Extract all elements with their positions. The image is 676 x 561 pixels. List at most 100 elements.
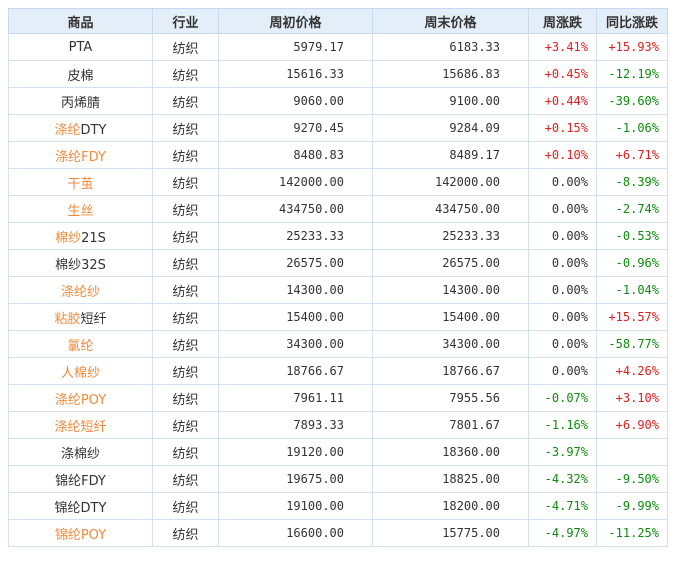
yoy-change-cell: -0.53% [596,222,668,250]
weekly-change-cell: +0.45% [528,60,597,88]
commodity-link[interactable]: 人棉纱 [60,365,100,381]
table-row: 涤纶纱 纺织 14300.00 14300.00 0.00% -1.04% [8,276,668,304]
commodity-name: 涤纶POY [8,384,153,412]
yoy-change-cell: -1.04% [596,276,668,304]
commodity-link[interactable]: 涤纶纱 [60,284,100,300]
commodity-link[interactable]: 锦纶POY [54,527,107,543]
yoy-change-cell: +4.26% [596,357,668,385]
start-price-cell: 19120.00 [218,438,373,466]
commodity-text: 锦纶DTY [54,500,107,516]
commodity-link[interactable]: 涤纶FDY [55,149,106,165]
start-price-cell: 18766.67 [218,357,373,385]
weekly-change-cell: +3.41% [528,33,597,61]
end-price-cell: 26575.00 [372,249,529,277]
header-weekly-change[interactable]: 周涨跌 [528,8,597,34]
commodity-price-table: 商品 行业 周初价格 周末价格 周涨跌 同比涨跌 PTA 纺织 5979.17 618… [8,8,668,547]
commodity-text: 丙烯腈 [60,95,100,111]
yoy-change-cell: +6.90% [596,411,668,439]
start-price-cell: 7961.11 [218,384,373,412]
yoy-change-cell: -2.74% [596,195,668,223]
end-price-cell: 18360.00 [372,438,529,466]
price-table-container: 商品 行业 周初价格 周末价格 周涨跌 同比涨跌 PTA 纺织 5979.17 618… [8,8,668,547]
end-price-cell: 15775.00 [372,519,529,547]
commodity-name: 生丝 [8,195,153,223]
table-row: 涤纶DTY 纺织 9270.45 9284.09 +0.15% -1.06% [8,114,668,142]
end-price-cell: 18766.67 [372,357,529,385]
weekly-change-cell: 0.00% [528,195,597,223]
commodity-link[interactable]: 涤纶 [54,122,81,138]
start-price-cell: 25233.33 [218,222,373,250]
table-row: 丙烯腈 纺织 9060.00 9100.00 +0.44% -39.60% [8,87,668,115]
commodity-text: DTY [80,122,107,138]
table-row: PTA 纺织 5979.17 6183.33 +3.41% +15.93% [8,33,668,61]
commodity-name: 锦纶FDY [8,465,153,493]
commodity-text: 锦纶FDY [55,473,106,489]
end-price-cell: 434750.00 [372,195,529,223]
yoy-change-cell: -0.96% [596,249,668,277]
yoy-change-cell: -9.99% [596,492,668,520]
commodity-text: 短纤 [80,311,107,327]
weekly-change-cell: 0.00% [528,330,597,358]
table-row: 皮棉 纺织 15616.33 15686.83 +0.45% -12.19% [8,60,668,88]
end-price-cell: 9284.09 [372,114,529,142]
industry-cell: 纺织 [152,411,219,439]
start-price-cell: 434750.00 [218,195,373,223]
weekly-change-cell: +0.44% [528,87,597,115]
table-row: 氯纶 纺织 34300.00 34300.00 0.00% -58.77% [8,330,668,358]
industry-cell: 纺织 [152,465,219,493]
yoy-change-cell: -11.25% [596,519,668,547]
industry-cell: 纺织 [152,357,219,385]
start-price-cell: 9270.45 [218,114,373,142]
industry-cell: 纺织 [152,87,219,115]
industry-cell: 纺织 [152,195,219,223]
start-price-cell: 26575.00 [218,249,373,277]
industry-cell: 纺织 [152,519,219,547]
yoy-change-cell: -8.39% [596,168,668,196]
header-industry[interactable]: 行业 [152,8,219,34]
commodity-link[interactable]: 干茧 [67,176,94,192]
weekly-change-cell: -4.97% [528,519,597,547]
commodity-link[interactable]: 涤纶POY [54,392,107,408]
table-row: 锦纶DTY 纺织 19100.00 18200.00 -4.71% -9.99% [8,492,668,520]
table-row: 人棉纱 纺织 18766.67 18766.67 0.00% +4.26% [8,357,668,385]
table-row: 棉纱21S 纺织 25233.33 25233.33 0.00% -0.53% [8,222,668,250]
header-yoy-change[interactable]: 同比涨跌 [596,8,668,34]
commodity-text: 涤棉纱 [60,446,100,462]
commodity-link[interactable]: 涤纶短纤 [54,419,107,435]
commodity-text: 棉纱32S [55,257,106,273]
commodity-link[interactable]: 棉纱 [55,230,82,246]
table-row: 涤纶短纤 纺织 7893.33 7801.67 -1.16% +6.90% [8,411,668,439]
industry-cell: 纺织 [152,492,219,520]
commodity-link[interactable]: 粘胶 [54,311,81,327]
commodity-link[interactable]: 生丝 [67,203,94,219]
industry-cell: 纺织 [152,303,219,331]
yoy-change-cell: +15.57% [596,303,668,331]
table-header-row: 商品 行业 周初价格 周末价格 周涨跌 同比涨跌 [8,8,668,34]
yoy-change-cell: -12.19% [596,60,668,88]
industry-cell: 纺织 [152,438,219,466]
industry-cell: 纺织 [152,222,219,250]
table-row: 涤纶POY 纺织 7961.11 7955.56 -0.07% +3.10% [8,384,668,412]
weekly-change-cell: 0.00% [528,249,597,277]
header-commodity[interactable]: 商品 [8,8,153,34]
yoy-change-cell: -39.60% [596,87,668,115]
end-price-cell: 18825.00 [372,465,529,493]
end-price-cell: 7801.67 [372,411,529,439]
header-end-price[interactable]: 周末价格 [372,8,529,34]
commodity-name: 粘胶短纤 [8,303,153,331]
commodity-name: 涤纶纱 [8,276,153,304]
weekly-change-cell: -3.97% [528,438,597,466]
end-price-cell: 7955.56 [372,384,529,412]
commodity-name: 棉纱21S [8,222,153,250]
commodity-link[interactable]: 氯纶 [67,338,94,354]
end-price-cell: 15686.83 [372,60,529,88]
header-start-price[interactable]: 周初价格 [218,8,373,34]
industry-cell: 纺织 [152,33,219,61]
weekly-change-cell: -4.71% [528,492,597,520]
table-row: 涤棉纱 纺织 19120.00 18360.00 -3.97% [8,438,668,466]
industry-cell: 纺织 [152,276,219,304]
yoy-change-cell [596,438,668,466]
commodity-text: 皮棉 [67,68,94,84]
weekly-change-cell: +0.10% [528,141,597,169]
industry-cell: 纺织 [152,60,219,88]
